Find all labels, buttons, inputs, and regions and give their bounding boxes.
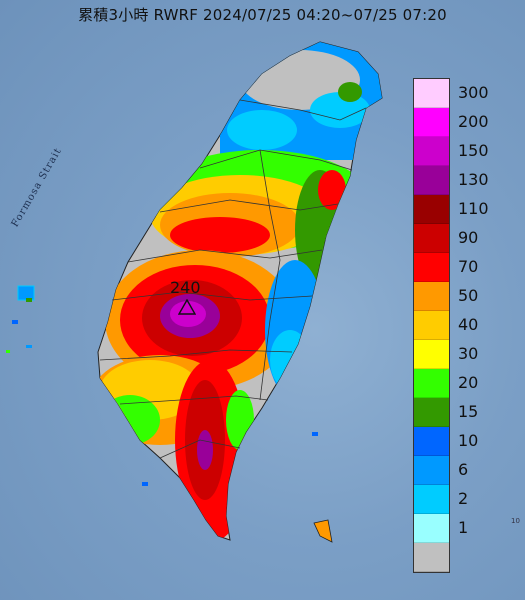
legend-label: 70 bbox=[458, 257, 479, 276]
legend-label: 50 bbox=[458, 286, 479, 305]
legend-swatch bbox=[414, 282, 449, 311]
legend-label: 130 bbox=[458, 170, 489, 189]
legend-label bbox=[458, 542, 489, 571]
legend-swatch bbox=[414, 340, 449, 369]
legend-label: 1 bbox=[458, 518, 469, 537]
legend-swatch bbox=[414, 195, 449, 224]
offshore-islands bbox=[6, 285, 333, 543]
legend-label: 40 bbox=[458, 315, 479, 334]
legend-swatch bbox=[414, 137, 449, 166]
corner-label: 10 bbox=[511, 517, 520, 525]
legend-label: 15 bbox=[458, 402, 479, 421]
legend-swatch bbox=[414, 485, 449, 514]
legend-swatch bbox=[414, 514, 449, 543]
legend-label: 90 bbox=[458, 228, 479, 247]
legend-swatch bbox=[414, 398, 449, 427]
legend-label: 2 bbox=[458, 489, 469, 508]
legend-swatch bbox=[414, 108, 449, 137]
legend-swatch bbox=[414, 166, 449, 195]
legend-label: 110 bbox=[458, 199, 489, 218]
legend-label: 10 bbox=[458, 431, 479, 450]
legend-swatch bbox=[414, 79, 449, 108]
legend-labels: 300 200 150 130 110 90 70 50 40 30 20 15 10 6 2 1 bbox=[458, 78, 489, 571]
legend-label: 300 bbox=[458, 83, 489, 102]
legend-swatch bbox=[414, 311, 449, 340]
legend-swatch bbox=[414, 369, 449, 398]
color-legend bbox=[413, 78, 450, 573]
legend-swatch bbox=[414, 456, 449, 485]
legend-swatch bbox=[414, 427, 449, 456]
legend-label: 200 bbox=[458, 112, 489, 131]
legend-label: 6 bbox=[458, 460, 469, 479]
legend-label: 150 bbox=[458, 141, 489, 160]
map-title: 累積3小時 RWRF 2024/07/25 04:20~07/25 07:20 bbox=[78, 6, 447, 24]
legend-label: 20 bbox=[458, 373, 479, 392]
legend-swatch bbox=[414, 224, 449, 253]
legend-swatch bbox=[414, 253, 449, 282]
legend-label: 30 bbox=[458, 344, 479, 363]
triangle-marker-icon bbox=[178, 299, 196, 315]
legend-swatch bbox=[414, 543, 449, 572]
peak-value-label: 240 bbox=[170, 278, 201, 297]
